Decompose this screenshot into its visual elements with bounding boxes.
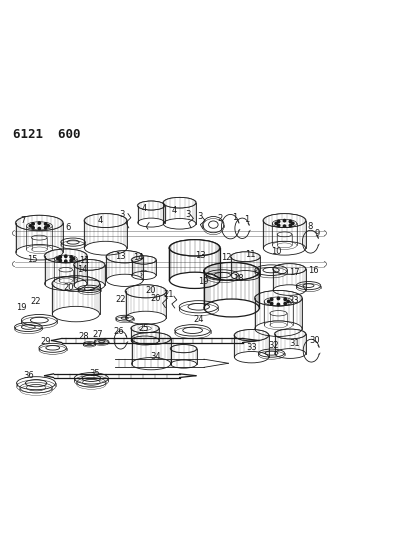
Text: 22: 22 — [30, 296, 40, 305]
Text: 28: 28 — [79, 333, 89, 341]
Text: 23: 23 — [288, 296, 299, 305]
Text: 14: 14 — [78, 265, 88, 274]
Circle shape — [70, 256, 73, 258]
Text: 27: 27 — [92, 330, 103, 339]
Text: 11: 11 — [79, 256, 89, 265]
Text: 32: 32 — [268, 341, 279, 350]
Text: 34: 34 — [151, 352, 161, 361]
Text: 3: 3 — [119, 209, 124, 219]
Text: 16: 16 — [308, 265, 319, 274]
Circle shape — [271, 302, 273, 305]
Text: 4: 4 — [98, 216, 103, 225]
Text: 9: 9 — [315, 230, 319, 238]
Circle shape — [29, 224, 32, 227]
Text: 21: 21 — [163, 290, 174, 300]
Circle shape — [289, 224, 292, 227]
Text: 1: 1 — [232, 213, 237, 222]
Circle shape — [271, 298, 273, 301]
Circle shape — [268, 300, 270, 303]
Text: 22: 22 — [115, 295, 126, 304]
Circle shape — [38, 222, 40, 224]
Circle shape — [59, 260, 62, 262]
Text: 2: 2 — [217, 214, 223, 223]
Text: 15: 15 — [27, 255, 38, 264]
Text: 19: 19 — [17, 303, 27, 312]
Text: 17: 17 — [289, 268, 300, 277]
Circle shape — [72, 257, 75, 260]
Text: 20: 20 — [146, 286, 156, 295]
Circle shape — [284, 302, 286, 305]
Circle shape — [292, 222, 294, 224]
Text: 13: 13 — [115, 252, 126, 261]
Text: 6121  600: 6121 600 — [13, 128, 80, 141]
Circle shape — [277, 224, 280, 227]
Circle shape — [38, 228, 40, 230]
Text: 18: 18 — [233, 274, 244, 283]
Circle shape — [59, 256, 62, 258]
Circle shape — [283, 220, 286, 222]
Circle shape — [70, 260, 73, 262]
Text: 25: 25 — [139, 324, 149, 333]
Text: 7: 7 — [20, 216, 26, 225]
Circle shape — [283, 225, 286, 228]
Text: 6: 6 — [65, 223, 71, 231]
Text: 3: 3 — [197, 212, 203, 221]
Circle shape — [287, 300, 289, 303]
Text: 20: 20 — [63, 282, 74, 292]
Circle shape — [64, 255, 67, 257]
Text: 26: 26 — [113, 327, 124, 336]
Circle shape — [44, 227, 47, 229]
Text: 19: 19 — [198, 277, 208, 286]
Text: 13: 13 — [195, 252, 205, 261]
Text: 29: 29 — [40, 337, 51, 346]
Circle shape — [44, 223, 47, 225]
Text: 31: 31 — [289, 340, 299, 348]
Circle shape — [277, 303, 279, 306]
Text: 20: 20 — [150, 294, 160, 303]
Text: 36: 36 — [23, 372, 34, 381]
Text: 12: 12 — [221, 253, 231, 262]
Text: 1: 1 — [244, 215, 249, 224]
Circle shape — [275, 222, 277, 224]
Circle shape — [32, 223, 34, 225]
Text: 11: 11 — [246, 250, 256, 259]
Text: 35: 35 — [89, 369, 100, 378]
Text: 30: 30 — [309, 336, 320, 345]
Text: 10: 10 — [271, 247, 281, 256]
Circle shape — [64, 260, 67, 262]
Circle shape — [289, 220, 292, 223]
Text: 4: 4 — [141, 204, 146, 213]
Text: 14: 14 — [133, 253, 143, 262]
Text: 24: 24 — [193, 315, 204, 324]
Circle shape — [47, 224, 49, 227]
Circle shape — [284, 298, 286, 301]
Circle shape — [57, 257, 59, 260]
Text: 4: 4 — [172, 206, 177, 215]
Circle shape — [277, 220, 280, 223]
Text: 33: 33 — [246, 343, 257, 352]
Circle shape — [32, 227, 34, 229]
Text: 3: 3 — [185, 210, 191, 219]
Text: 8: 8 — [308, 222, 313, 231]
Circle shape — [277, 297, 279, 300]
